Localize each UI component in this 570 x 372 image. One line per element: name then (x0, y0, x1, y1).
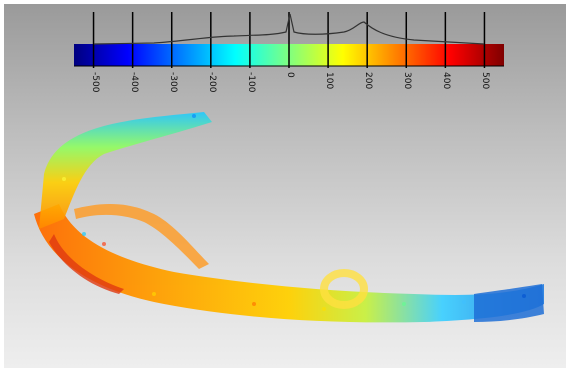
cloud-body (34, 204, 544, 323)
cloud-loop (74, 204, 209, 269)
colorbar-tick-label: 300 (402, 72, 413, 90)
colorbar-tick-label: 0 (285, 72, 295, 78)
colorbar-tick-label: -300 (167, 72, 178, 93)
colorbar-tick-label: -200 (206, 72, 217, 93)
colorbar-tick-label: 500 (480, 72, 491, 90)
cloud-left-arm (39, 112, 212, 229)
colorbar-tick-label: 100 (324, 72, 335, 90)
colorbar-tick-label: -500 (89, 72, 100, 93)
point-cloud (34, 112, 544, 323)
colorbar-tick-label: 400 (441, 72, 452, 90)
3d-viewport[interactable]: -500 -400 -300 -200 -100 0 100 200 300 400 500 (4, 4, 566, 368)
colorbar-tick-label: 200 (363, 72, 374, 90)
histogram-curve (93, 13, 485, 45)
colorbar-tick-label: -400 (128, 72, 139, 93)
cloud-ring (320, 269, 368, 309)
colorbar-tick-label: -100 (245, 72, 256, 93)
color-scale (74, 12, 504, 68)
